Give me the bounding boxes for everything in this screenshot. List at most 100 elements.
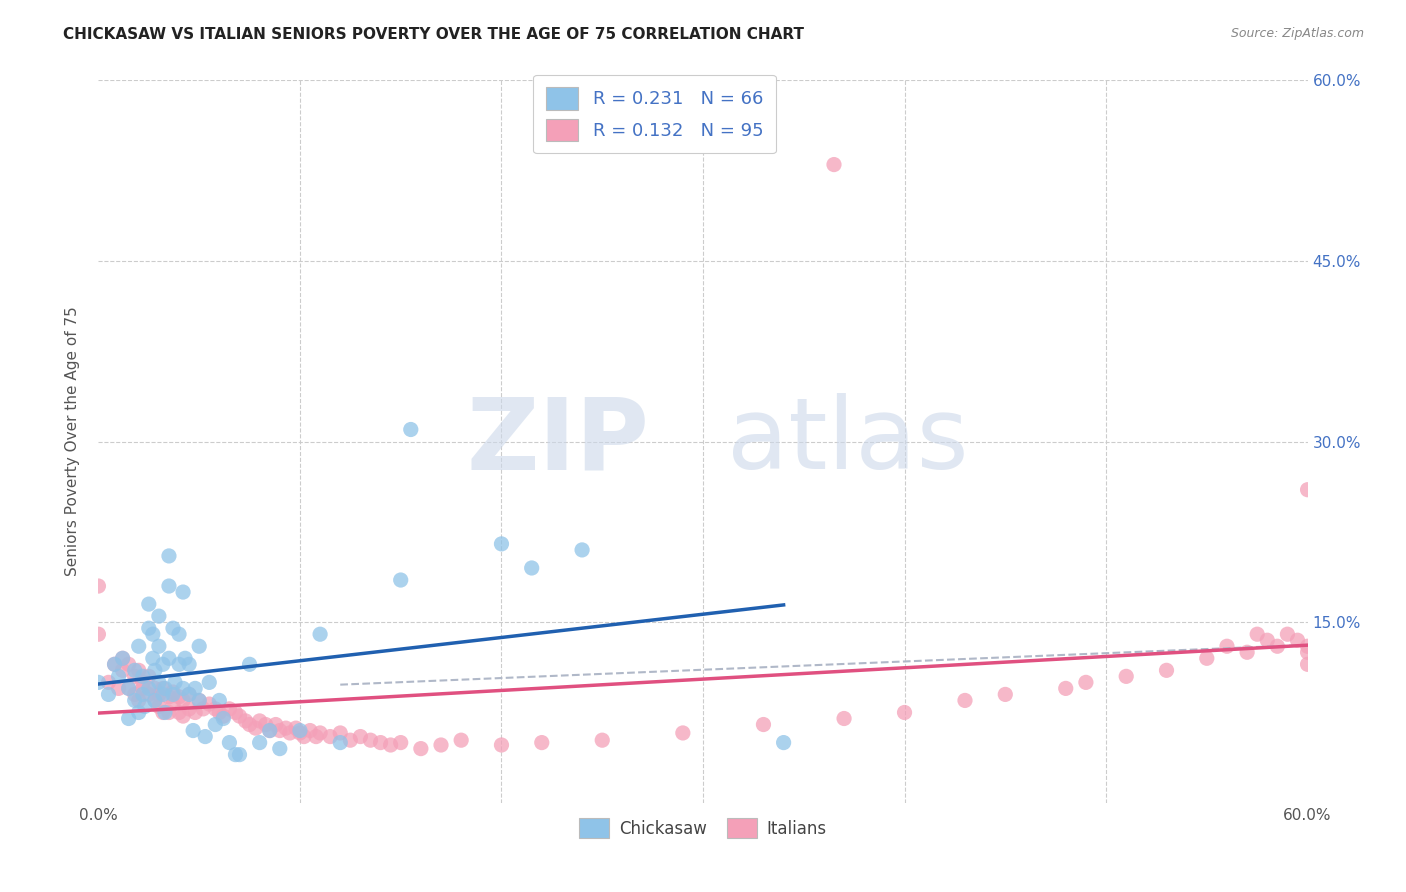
Legend: Chickasaw, Italians: Chickasaw, Italians: [572, 812, 834, 845]
Point: [389, 735, 412, 749]
Point: [87, 675, 110, 690]
Point: [181, 723, 204, 738]
Point: [118, 657, 141, 672]
Point: [172, 585, 194, 599]
Point: [832, 712, 855, 726]
Point: [148, 687, 170, 701]
Point: [269, 741, 291, 756]
Point: [132, 681, 155, 696]
Point: [380, 738, 402, 752]
Point: [128, 639, 150, 653]
Point: [329, 735, 352, 749]
Point: [148, 639, 170, 653]
Point: [249, 735, 271, 749]
Point: [288, 723, 311, 738]
Point: [162, 687, 184, 701]
Text: ZIP: ZIP: [467, 393, 650, 490]
Point: [208, 706, 231, 720]
Point: [153, 681, 176, 696]
Point: [167, 627, 190, 641]
Point: [148, 609, 170, 624]
Text: atlas: atlas: [727, 393, 969, 490]
Point: [143, 664, 166, 678]
Point: [128, 664, 150, 678]
Point: [274, 721, 297, 735]
Point: [124, 693, 146, 707]
Point: [1074, 675, 1097, 690]
Point: [259, 723, 281, 738]
Point: [1115, 669, 1137, 683]
Point: [107, 669, 129, 683]
Point: [491, 738, 513, 752]
Point: [87, 627, 110, 641]
Point: [235, 714, 257, 728]
Point: [157, 651, 180, 665]
Point: [284, 721, 307, 735]
Point: [172, 681, 194, 696]
Point: [153, 706, 176, 720]
Point: [172, 709, 194, 723]
Point: [389, 573, 412, 587]
Point: [167, 657, 190, 672]
Point: [152, 706, 174, 720]
Point: [672, 726, 695, 740]
Point: [204, 717, 226, 731]
Point: [212, 709, 235, 723]
Point: [148, 699, 170, 714]
Point: [259, 723, 281, 738]
Point: [1195, 651, 1218, 665]
Point: [132, 687, 155, 701]
Point: [184, 706, 207, 720]
Point: [218, 702, 240, 716]
Point: [269, 723, 291, 738]
Point: [142, 627, 165, 641]
Point: [157, 706, 180, 720]
Point: [224, 747, 246, 762]
Point: [143, 681, 166, 696]
Point: [179, 687, 201, 701]
Point: [1296, 645, 1319, 659]
Point: [132, 675, 155, 690]
Point: [124, 687, 146, 701]
Point: [491, 537, 513, 551]
Point: [143, 693, 166, 707]
Point: [179, 702, 201, 716]
Text: CHICKASAW VS ITALIAN SENIORS POVERTY OVER THE AGE OF 75 CORRELATION CHART: CHICKASAW VS ITALIAN SENIORS POVERTY OVE…: [63, 27, 804, 42]
Point: [430, 738, 453, 752]
Point: [194, 730, 217, 744]
Point: [1054, 681, 1077, 696]
Point: [103, 657, 125, 672]
Point: [299, 723, 322, 738]
Point: [97, 675, 120, 690]
Point: [288, 726, 311, 740]
Point: [1296, 639, 1319, 653]
Point: [152, 681, 174, 696]
Point: [893, 706, 915, 720]
Point: [1236, 645, 1258, 659]
Point: [188, 639, 211, 653]
Point: [111, 651, 134, 665]
Point: [143, 693, 166, 707]
Point: [198, 697, 221, 711]
Point: [1246, 627, 1268, 641]
Point: [193, 702, 215, 716]
Point: [239, 717, 262, 731]
Point: [591, 733, 613, 747]
Point: [319, 730, 342, 744]
Point: [1216, 639, 1239, 653]
Point: [128, 706, 150, 720]
Point: [138, 681, 160, 696]
Point: [174, 651, 197, 665]
Point: [264, 717, 287, 731]
Point: [124, 664, 146, 678]
Point: [148, 675, 170, 690]
Point: [249, 714, 271, 728]
Point: [152, 657, 174, 672]
Point: [278, 726, 301, 740]
Point: [228, 709, 250, 723]
Point: [128, 693, 150, 707]
Point: [245, 721, 267, 735]
Point: [218, 735, 240, 749]
Point: [198, 675, 221, 690]
Point: [97, 687, 120, 701]
